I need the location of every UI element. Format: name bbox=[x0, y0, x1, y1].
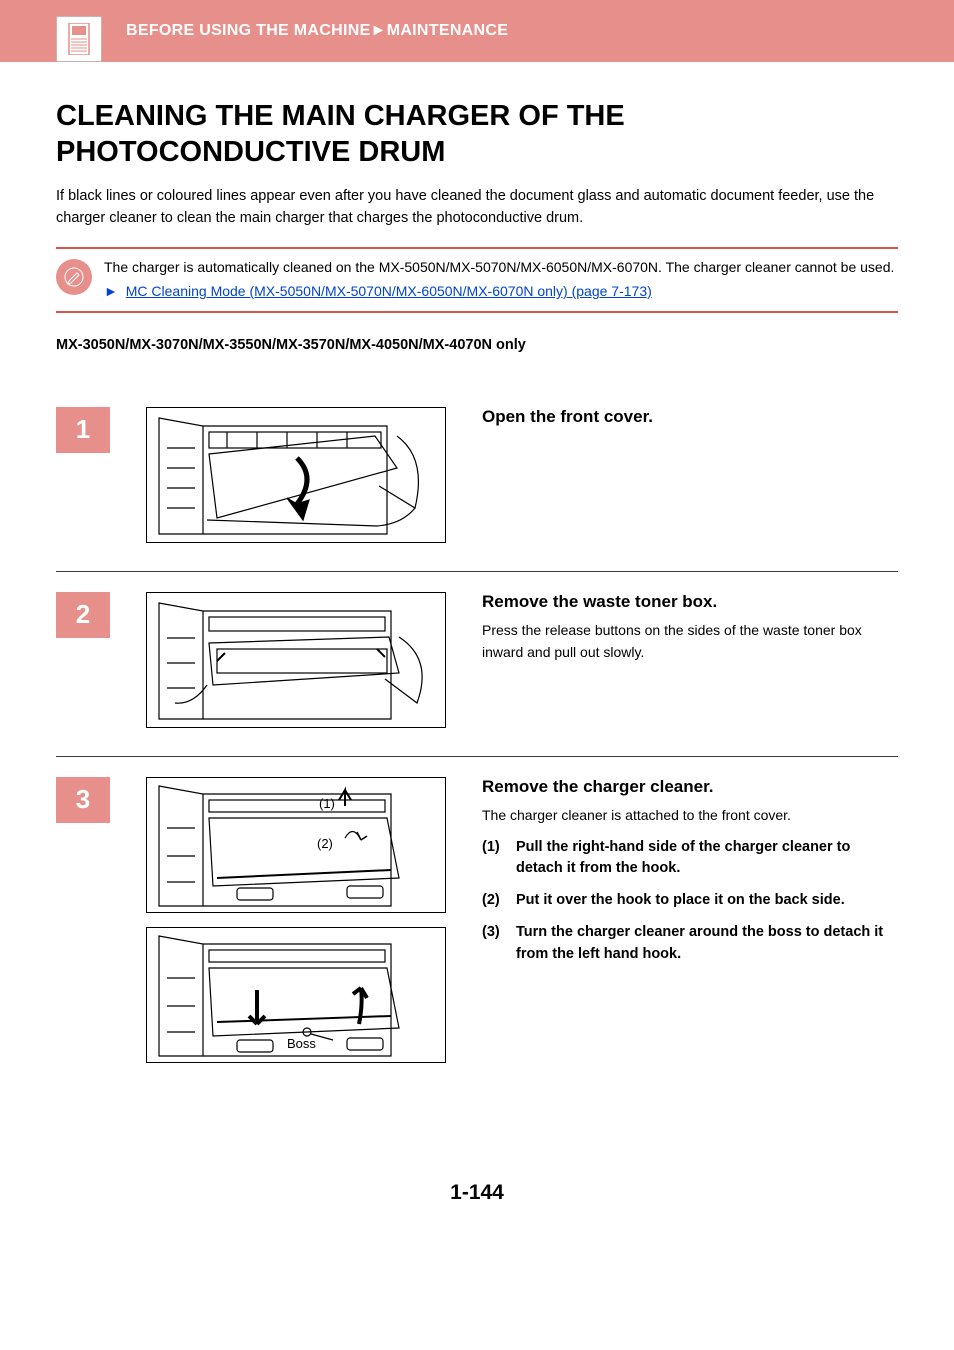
substep: (1) Pull the right-hand side of the charg… bbox=[482, 837, 898, 881]
note-link-row: ► MC Cleaning Mode (MX-5050N/MX-5070N/MX… bbox=[104, 281, 894, 303]
step-description: The charger cleaner is attached to the f… bbox=[482, 805, 898, 827]
step-number: 3 bbox=[56, 777, 110, 823]
step-2: 2 Remove the waste toner box. Press the r… bbox=[56, 592, 898, 757]
substep: (3) Turn the charger cleaner around the b… bbox=[482, 922, 898, 966]
substep-text: Put it over the hook to place it on the … bbox=[516, 892, 845, 908]
link-arrow-icon: ► bbox=[104, 283, 118, 299]
substep: (2) Put it over the hook to place it on t… bbox=[482, 890, 898, 912]
breadcrumb-sep: ► bbox=[371, 22, 387, 39]
substep-number: (3) bbox=[482, 922, 500, 944]
step-title: Open the front cover. bbox=[482, 407, 898, 427]
note-text: The charger is automatically cleaned on … bbox=[104, 257, 894, 279]
step-3: 3 (1) (2) bbox=[56, 777, 898, 1091]
substep-number: (1) bbox=[482, 837, 500, 859]
page-title: CLEANING THE MAIN CHARGER OF THE PHOTOCO… bbox=[56, 98, 898, 171]
mc-cleaning-link[interactable]: MC Cleaning Mode (MX-5050N/MX-5070N/MX-6… bbox=[126, 283, 652, 299]
illustration-label: (2) bbox=[317, 836, 333, 851]
note-text-block: The charger is automatically cleaned on … bbox=[104, 257, 894, 302]
note-icon bbox=[56, 259, 92, 295]
step-illustration-group bbox=[146, 407, 446, 543]
intro-paragraph: If black lines or coloured lines appear … bbox=[56, 185, 898, 230]
page-number: 1-144 bbox=[56, 1181, 898, 1241]
substep-list: (1) Pull the right-hand side of the charg… bbox=[482, 837, 898, 966]
pencil-icon bbox=[63, 266, 85, 288]
step-illustration-group: (1) (2) Boss bbox=[146, 777, 446, 1063]
step-body: Remove the charger cleaner. The charger c… bbox=[482, 777, 898, 975]
breadcrumb-after: MAINTENANCE bbox=[387, 22, 509, 39]
illustration: Boss bbox=[146, 927, 446, 1063]
illustration-label: (1) bbox=[319, 796, 335, 811]
step-description: Press the release buttons on the sides o… bbox=[482, 620, 898, 663]
note-box: The charger is automatically cleaned on … bbox=[56, 247, 898, 312]
step-number: 1 bbox=[56, 407, 110, 453]
step-1: 1 Open the front cover. bbox=[56, 407, 898, 572]
step-title: Remove the charger cleaner. bbox=[482, 777, 898, 797]
step-body: Remove the waste toner box. Press the rel… bbox=[482, 592, 898, 673]
header-bar: BEFORE USING THE MACHINE►MAINTENANCE bbox=[0, 0, 954, 62]
illustration bbox=[146, 592, 446, 728]
illustration bbox=[146, 407, 446, 543]
breadcrumb-before: BEFORE USING THE MACHINE bbox=[126, 22, 371, 39]
printer-icon bbox=[66, 23, 92, 55]
substep-number: (2) bbox=[482, 890, 500, 912]
substep-text: Turn the charger cleaner around the boss… bbox=[516, 924, 883, 962]
step-title: Remove the waste toner box. bbox=[482, 592, 898, 612]
section-icon bbox=[56, 16, 102, 62]
step-illustration-group bbox=[146, 592, 446, 728]
breadcrumb: BEFORE USING THE MACHINE►MAINTENANCE bbox=[126, 22, 508, 40]
page-content: CLEANING THE MAIN CHARGER OF THE PHOTOCO… bbox=[0, 62, 954, 1241]
step-number: 2 bbox=[56, 592, 110, 638]
illustration-label: Boss bbox=[287, 1036, 316, 1051]
models-only-label: MX-3050N/MX-3070N/MX-3550N/MX-3570N/MX-4… bbox=[56, 337, 898, 353]
step-body: Open the front cover. bbox=[482, 407, 898, 435]
substep-text: Pull the right-hand side of the charger … bbox=[516, 839, 850, 877]
illustration: (1) (2) bbox=[146, 777, 446, 913]
steps-container: 1 Open the front cover. 2 bbox=[56, 407, 898, 1091]
